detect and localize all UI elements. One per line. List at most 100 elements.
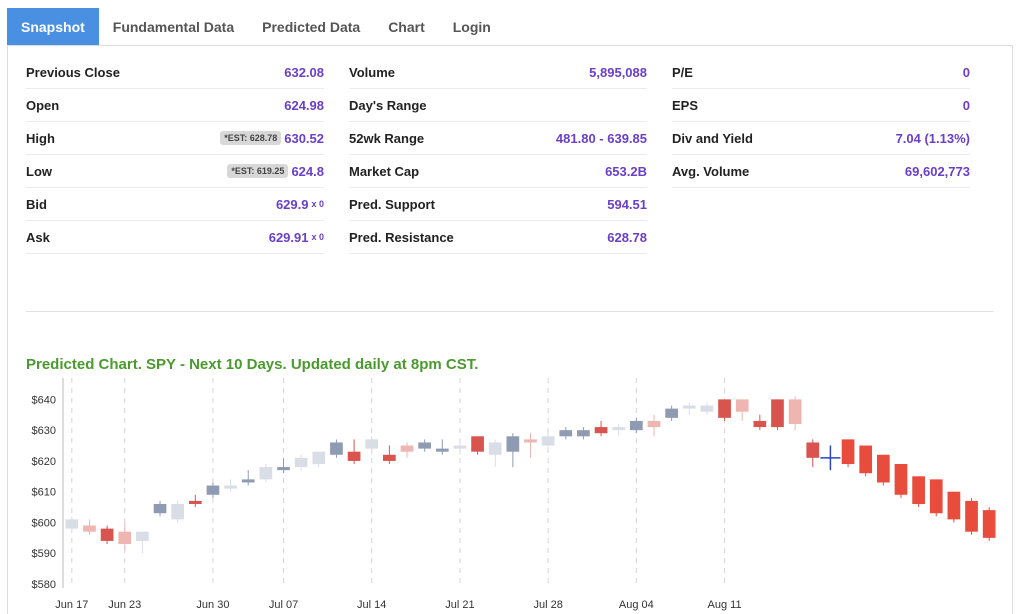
stat-label: Pred. Resistance <box>349 229 454 245</box>
historical-candle <box>612 427 626 431</box>
x-tick-label: Aug 04 <box>619 599 654 611</box>
stat-row-eps: EPS 0 <box>672 89 970 122</box>
historical-candle <box>383 454 396 461</box>
stat-row-avg-volume: Avg. Volume 69,602,773 <box>672 155 970 188</box>
historical-candle <box>471 436 484 452</box>
stat-label: 52wk Range <box>349 130 425 146</box>
predicted-candle <box>912 476 925 504</box>
pe-value: 0 <box>962 64 970 80</box>
market-cap-value: 653.2B <box>605 163 647 179</box>
historical-candle <box>312 451 326 464</box>
tab-login[interactable]: Login <box>452 19 491 35</box>
historical-candle <box>188 500 202 504</box>
historical-candle <box>453 445 467 449</box>
stat-label: Previous Close <box>26 64 120 80</box>
predicted-candle <box>876 454 890 483</box>
predicted-candle <box>894 464 908 495</box>
stat-value: 629.9 x 0 <box>276 197 324 212</box>
estimate-badge: *EST: 619.25 <box>227 164 289 178</box>
stat-label: EPS <box>672 97 699 113</box>
historical-candle <box>418 442 432 449</box>
stat-value: 632.08 <box>284 65 324 80</box>
historical-candle <box>524 439 537 443</box>
stat-row-52wk-range: 52wk Range 481.80 - 639.85 <box>349 122 647 155</box>
predicted-candle <box>841 439 855 464</box>
stat-row-open: Open 624.98 <box>26 89 324 122</box>
historical-candle <box>735 399 749 412</box>
predicted-candle <box>982 510 996 538</box>
tab-chart[interactable]: Chart <box>388 19 425 35</box>
historical-candle <box>83 525 96 532</box>
tab-predicted-data[interactable]: Predicted Data <box>262 19 361 35</box>
historical-candle <box>347 451 361 461</box>
stat-label: High <box>26 130 55 146</box>
historical-candle <box>753 420 767 428</box>
avg-volume-value: 69,602,773 <box>904 163 970 179</box>
chart-title: Predicted Chart. SPY - Next 10 Days. Upd… <box>26 356 479 373</box>
historical-candle <box>153 504 167 514</box>
stats-column-3: P/E 0 EPS 0 Div and Yield 7.04 (1.13%) A… <box>672 56 970 188</box>
historical-candle <box>718 399 731 418</box>
historical-candle <box>330 442 343 455</box>
previous-close-value: 632.08 <box>284 64 324 80</box>
historical-candle <box>206 485 220 495</box>
historical-candle <box>65 519 79 529</box>
tab-snapshot[interactable]: Snapshot <box>7 8 99 46</box>
stat-label: Market Cap <box>349 163 420 179</box>
52wk-range-value: 481.80 - 639.85 <box>555 130 647 146</box>
x-tick-label: Jun 23 <box>108 599 141 611</box>
historical-candle <box>806 442 820 458</box>
stat-label: Day's Range <box>349 97 427 113</box>
pred-resistance-value: 628.78 <box>607 229 647 245</box>
stat-label: Low <box>26 163 52 179</box>
tab-fundamental-data[interactable]: Fundamental Data <box>112 19 235 35</box>
open-value: 624.98 <box>284 97 324 113</box>
historical-candle <box>241 479 255 483</box>
stat-row-bid: Bid 629.9 x 0 <box>26 188 324 221</box>
stat-row-pe: P/E 0 <box>672 56 970 89</box>
y-tick-label: $610 <box>32 487 56 499</box>
historical-candle <box>294 457 308 468</box>
predicted-candle <box>929 479 943 514</box>
x-tick-label: Jun 30 <box>196 599 229 611</box>
stat-row-market-cap: Market Cap 653.2B <box>349 155 647 188</box>
x-tick-label: Jun 17 <box>55 599 88 611</box>
stat-row-high: High *EST: 628.78 630.52 <box>26 122 324 155</box>
historical-candle <box>577 430 590 437</box>
y-tick-label: $620 <box>32 456 56 468</box>
stat-label: Bid <box>26 196 47 212</box>
bid-size: x 0 <box>311 199 324 209</box>
y-tick-label: $630 <box>32 425 56 437</box>
stat-row-pred-resistance: Pred. Resistance 628.78 <box>349 221 647 254</box>
predicted-candle <box>859 445 873 474</box>
y-tick-label: $640 <box>32 394 56 406</box>
estimate-badge: *EST: 628.78 <box>220 131 282 145</box>
historical-candle <box>171 504 185 520</box>
stat-value: 629.91 x 0 <box>269 230 324 245</box>
x-tick-label: Jul 21 <box>445 599 474 611</box>
ask-value: 629.91 <box>268 229 309 245</box>
historical-candle <box>594 427 608 434</box>
stat-value: 624.98 <box>284 98 324 113</box>
stat-row-volume: Volume 5,895,088 <box>349 56 647 89</box>
stat-label: Ask <box>26 229 50 245</box>
section-divider <box>26 311 994 312</box>
predicted-candle <box>965 500 978 532</box>
ask-size: x 0 <box>311 232 324 242</box>
historical-candle <box>771 399 784 428</box>
tab-bar: Snapshot Fundamental Data Predicted Data… <box>7 8 505 46</box>
pred-support-value: 594.51 <box>607 196 647 212</box>
stat-label: P/E <box>672 64 693 80</box>
y-tick-label: $580 <box>32 579 56 591</box>
stats-column-2: Volume 5,895,088 Day's Range 52wk Range … <box>349 56 647 254</box>
historical-candle <box>488 442 502 455</box>
x-tick-label: Jul 07 <box>269 599 298 611</box>
historical-candle <box>224 485 237 489</box>
x-tick-label: Jul 14 <box>357 599 386 611</box>
historical-candle <box>277 467 290 471</box>
stat-value: *EST: 619.25 624.8 <box>227 164 324 179</box>
y-tick-label: $600 <box>32 517 56 529</box>
stat-row-previous-close: Previous Close 632.08 <box>26 56 324 89</box>
stat-row-days-range: Day's Range <box>349 89 647 122</box>
historical-candle <box>541 436 555 446</box>
